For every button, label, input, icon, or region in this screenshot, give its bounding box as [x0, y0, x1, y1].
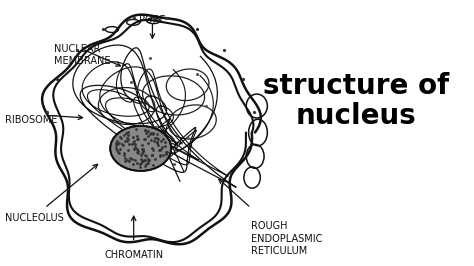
Text: NUCLEOLUS: NUCLEOLUS: [5, 213, 64, 223]
Text: RIBOSOME: RIBOSOME: [5, 115, 57, 125]
Ellipse shape: [110, 126, 171, 171]
Text: PORE: PORE: [139, 15, 166, 24]
Text: NUCLEAR
MEMBRANE: NUCLEAR MEMBRANE: [54, 44, 110, 66]
Text: structure of
nucleus: structure of nucleus: [264, 72, 450, 130]
Text: CHROMATIN: CHROMATIN: [104, 250, 163, 260]
Text: ROUGH
ENDOPLASMIC
RETICULUM: ROUGH ENDOPLASMIC RETICULUM: [251, 221, 322, 256]
